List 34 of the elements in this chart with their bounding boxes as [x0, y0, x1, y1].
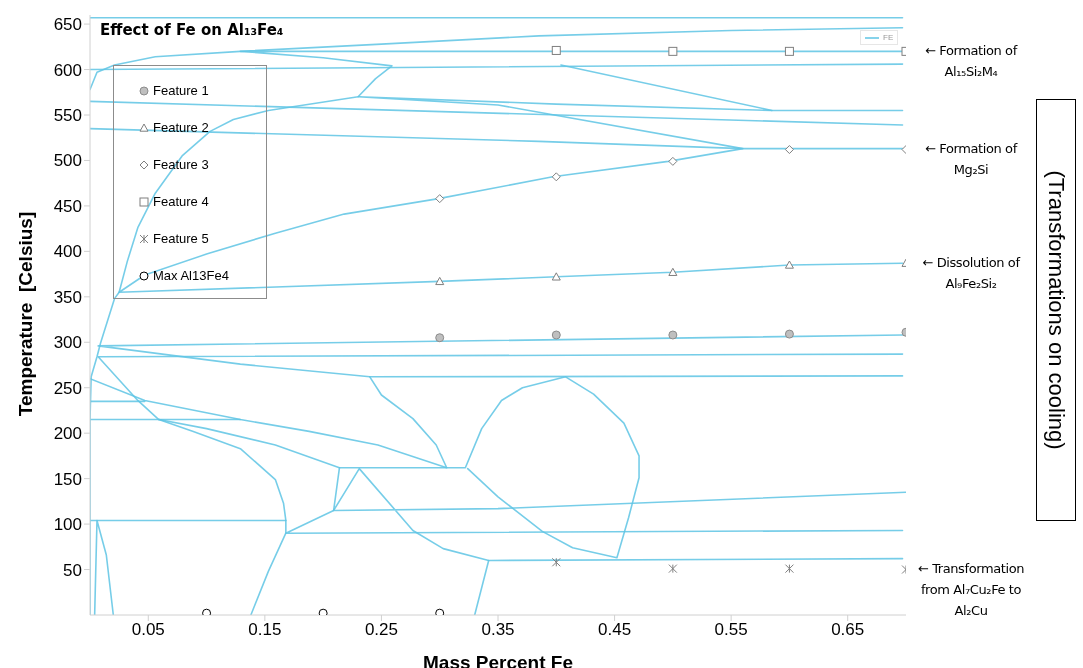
- y-tick-label: 400: [53, 242, 82, 262]
- legend-label: Feature 5: [153, 231, 209, 246]
- x-tick-label: 0.35: [481, 620, 515, 640]
- legend-label: FE: [883, 33, 894, 42]
- x-tick-label: 0.55: [714, 620, 748, 640]
- x-tick-label: 0.15: [248, 620, 282, 640]
- y-tick-label: 300: [53, 333, 82, 353]
- text: Effect of Fe on Al₁₃Fe₄: [100, 21, 284, 39]
- y-tick-label: 600: [53, 60, 82, 80]
- legend-label: Feature 4: [153, 194, 209, 209]
- y-tick-label: 650: [53, 15, 82, 35]
- text: ← Dissolution of Al₉Fe₂Si₂: [921, 254, 1022, 293]
- x-tick-label: 0.65: [831, 620, 865, 640]
- x-tick-label: 0.45: [598, 620, 632, 640]
- legend-label: Feature 2: [153, 120, 209, 135]
- legend-label: Feature 1: [153, 83, 209, 98]
- y-tick-label: 450: [53, 196, 82, 216]
- text: ← Formation of Al₁₅Si₂M₄: [924, 42, 1019, 81]
- y-tick-label: 500: [53, 151, 82, 171]
- text: ← Formation of Mg₂Si: [924, 140, 1019, 179]
- y-tick-label: 350: [53, 287, 82, 307]
- y-tick-label: 100: [53, 515, 82, 535]
- y-tick-label: 150: [53, 469, 82, 489]
- y-tick-label: 200: [53, 424, 82, 444]
- y-tick-label: 550: [53, 106, 82, 126]
- y-tick-label: 50: [63, 560, 82, 580]
- y-tick-label: 250: [53, 378, 82, 398]
- text: (Transformations on cooling): [1036, 99, 1076, 521]
- x-tick-label: 0.05: [131, 620, 165, 640]
- text: Max Al13Fe4: [153, 268, 229, 283]
- text: ← Transformation from Al₇Cu₂Fe to Al₂Cu: [916, 560, 1026, 620]
- legend-label: Feature 3: [153, 157, 209, 172]
- y-axis-title: Temperature [Celsius]: [15, 210, 37, 419]
- x-tick-label: 0.25: [364, 620, 398, 640]
